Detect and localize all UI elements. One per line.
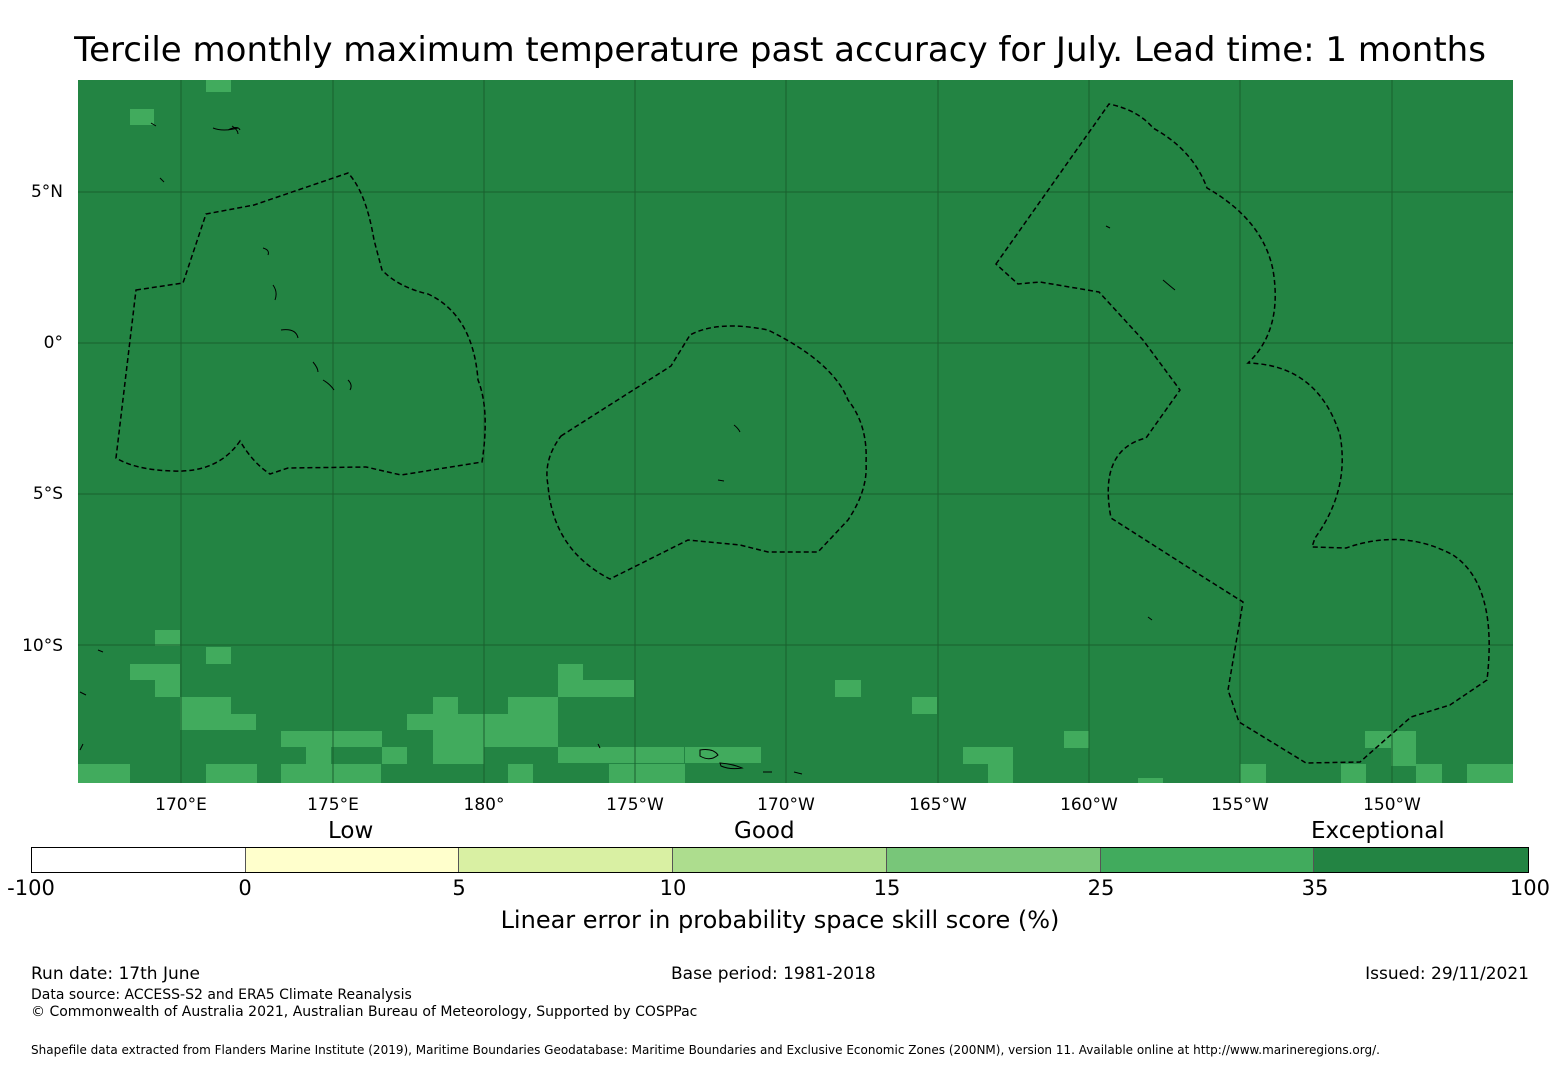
colorbar-segment bbox=[673, 848, 887, 872]
chart-title: Tercile monthly maximum temperature past… bbox=[74, 30, 1486, 70]
skill-map bbox=[78, 80, 1513, 783]
lat-label-0: 0° bbox=[43, 333, 63, 353]
eez-tokelau bbox=[546, 325, 867, 580]
lat-label-5n: 5°N bbox=[30, 182, 63, 202]
lon-label-170w: 170°W bbox=[757, 795, 815, 815]
map-background bbox=[78, 80, 1513, 783]
run-date: Run date: 17th June bbox=[31, 964, 200, 984]
colorbar-tick: 35 bbox=[1301, 876, 1329, 900]
colorbar-tick: 5 bbox=[452, 876, 466, 900]
lighter-cells bbox=[78, 80, 1513, 783]
lon-label-155w: 155°W bbox=[1211, 795, 1269, 815]
colorbar-label: Linear error in probability space skill … bbox=[500, 906, 1060, 934]
lat-label-10s: 10°S bbox=[22, 636, 63, 656]
shapefile-credit: Shapefile data extracted from Flanders M… bbox=[31, 1043, 1380, 1057]
colorbar-segment bbox=[459, 848, 674, 872]
eez-cook-islands bbox=[995, 103, 1490, 764]
islands bbox=[79, 122, 1176, 775]
colorbar-tick: 100 bbox=[1509, 876, 1550, 900]
lat-label-5s: 5°S bbox=[32, 484, 63, 504]
lon-label-160w: 160°W bbox=[1060, 795, 1118, 815]
lon-label-175w: 175°W bbox=[606, 795, 664, 815]
lon-label-175e: 175°E bbox=[307, 795, 359, 815]
eez-tuvalu bbox=[115, 172, 486, 476]
legend-category-low: Low bbox=[328, 818, 374, 844]
colorbar-tick: 0 bbox=[238, 876, 252, 900]
colorbar-segment bbox=[32, 848, 246, 872]
colorbar-tick: 25 bbox=[1087, 876, 1115, 900]
lon-label-165w: 165°W bbox=[909, 795, 967, 815]
colorbar-tick: 15 bbox=[873, 876, 901, 900]
copyright: © Commonwealth of Australia 2021, Austra… bbox=[31, 1004, 698, 1020]
colorbar-tick: -100 bbox=[7, 876, 55, 900]
graticule bbox=[78, 80, 1513, 783]
island-samoa bbox=[699, 749, 744, 770]
lon-label-170e: 170°E bbox=[155, 795, 207, 815]
legend-category-good: Good bbox=[734, 818, 795, 844]
issued-date: Issued: 29/11/2021 bbox=[1365, 964, 1529, 984]
legend-category-exceptional: Exceptional bbox=[1311, 818, 1445, 844]
data-source: Data source: ACCESS-S2 and ERA5 Climate … bbox=[31, 987, 412, 1003]
colorbar-tick: 10 bbox=[659, 876, 687, 900]
base-period: Base period: 1981-2018 bbox=[671, 964, 876, 984]
lon-label-150w: 150°W bbox=[1363, 795, 1421, 815]
colorbar-segment bbox=[1314, 848, 1529, 872]
colorbar-segment bbox=[1100, 848, 1315, 872]
eez-boundaries bbox=[115, 103, 1490, 764]
colorbar-segment bbox=[245, 848, 460, 872]
colorbar-segment bbox=[886, 848, 1101, 872]
lon-label-180: 180° bbox=[463, 795, 505, 815]
colorbar bbox=[31, 847, 1529, 873]
